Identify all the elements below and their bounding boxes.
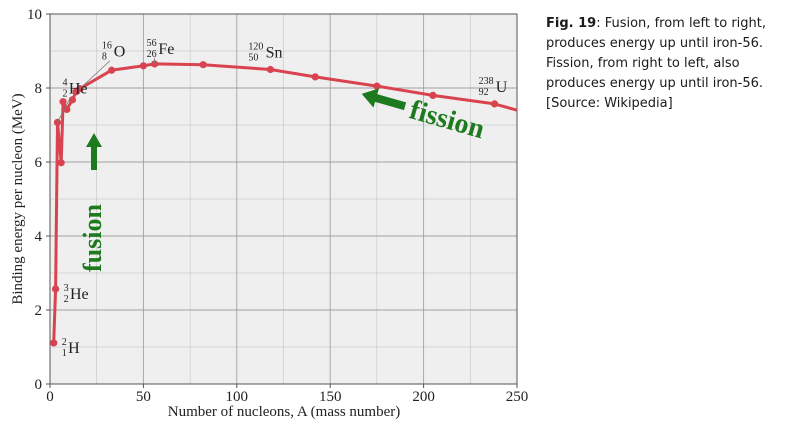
caption-text: : Fusion, from left to right, produces e… <box>546 16 766 111</box>
atomic-number: 92 <box>479 87 489 98</box>
mass-number: 56 <box>147 38 157 49</box>
atomic-number: 2 <box>62 88 67 99</box>
nuclide-label: 168 O <box>102 41 125 63</box>
data-point <box>59 98 67 106</box>
atomic-number: 1 <box>62 348 67 359</box>
y-axis-label: Binding energy per nucleon (MeV) <box>10 93 26 304</box>
data-point <box>311 73 319 81</box>
y-tick-label: 6 <box>35 155 43 171</box>
element-symbol: Fe <box>158 41 174 58</box>
data-point <box>57 159 65 167</box>
atomic-number: 2 <box>64 294 69 305</box>
x-tick-label: 50 <box>136 389 151 405</box>
fission-arrow-icon <box>361 88 407 111</box>
x-tick-label: 200 <box>412 389 435 405</box>
fusion-label: fusion <box>78 204 107 272</box>
element-symbol: He <box>69 80 88 97</box>
label-leader-line <box>57 97 71 123</box>
mass-number: 238 <box>479 76 494 87</box>
atomic-number: 8 <box>102 52 107 63</box>
atomic-number: 26 <box>147 49 157 60</box>
nuclide-label: 32 He <box>64 283 89 305</box>
x-tick-label: 0 <box>46 389 54 405</box>
label-leader-line <box>79 60 111 90</box>
data-point <box>151 60 159 68</box>
element-symbol: Sn <box>266 45 283 62</box>
data-point <box>139 62 147 70</box>
data-point <box>429 91 437 99</box>
data-point <box>52 285 60 293</box>
mass-number: 4 <box>62 77 67 88</box>
mass-number: 2 <box>62 337 67 348</box>
data-point <box>490 100 499 108</box>
element-symbol: He <box>70 286 89 303</box>
y-tick-label: 2 <box>35 303 43 319</box>
element-symbol: H <box>68 340 80 357</box>
data-point <box>50 339 58 347</box>
x-tick-label: 150 <box>319 389 342 405</box>
x-tick-label: 100 <box>226 389 249 405</box>
y-tick-label: 10 <box>27 7 42 23</box>
mass-number: 3 <box>64 283 69 294</box>
atomic-number: 50 <box>248 53 258 64</box>
mass-number: 120 <box>248 42 263 53</box>
figure-number: Fig. 19 <box>546 16 597 31</box>
grid-lines <box>49 13 518 385</box>
figure-caption: Fig. 19: Fusion, from left to right, pro… <box>546 14 792 114</box>
data-point <box>266 65 275 74</box>
data-point <box>199 61 207 69</box>
fusion-arrow-icon <box>86 133 102 170</box>
y-tick-label: 0 <box>35 377 43 393</box>
fusion-annotation: fusion <box>78 133 107 272</box>
y-tick-label: 8 <box>35 81 43 97</box>
y-tick-label: 4 <box>35 229 43 245</box>
nuclide-label: 42 He <box>62 77 87 99</box>
element-symbol: O <box>114 44 126 61</box>
nuclide-label: 21 H <box>62 337 80 359</box>
plot-frame <box>49 13 518 385</box>
data-point <box>373 82 381 90</box>
data-point <box>68 96 77 104</box>
mass-number: 16 <box>102 41 112 52</box>
chart-container: 0 50 100 150 200 250 0 2 4 6 8 10 2 1 H 3 2 He 4 2 He 16 8 O 56… <box>10 7 528 420</box>
data-point <box>108 66 116 74</box>
x-tick-label: 250 <box>506 389 529 405</box>
element-symbol: U <box>496 79 508 96</box>
x-axis-label: Number of nucleons, A (mass number) <box>168 404 400 420</box>
